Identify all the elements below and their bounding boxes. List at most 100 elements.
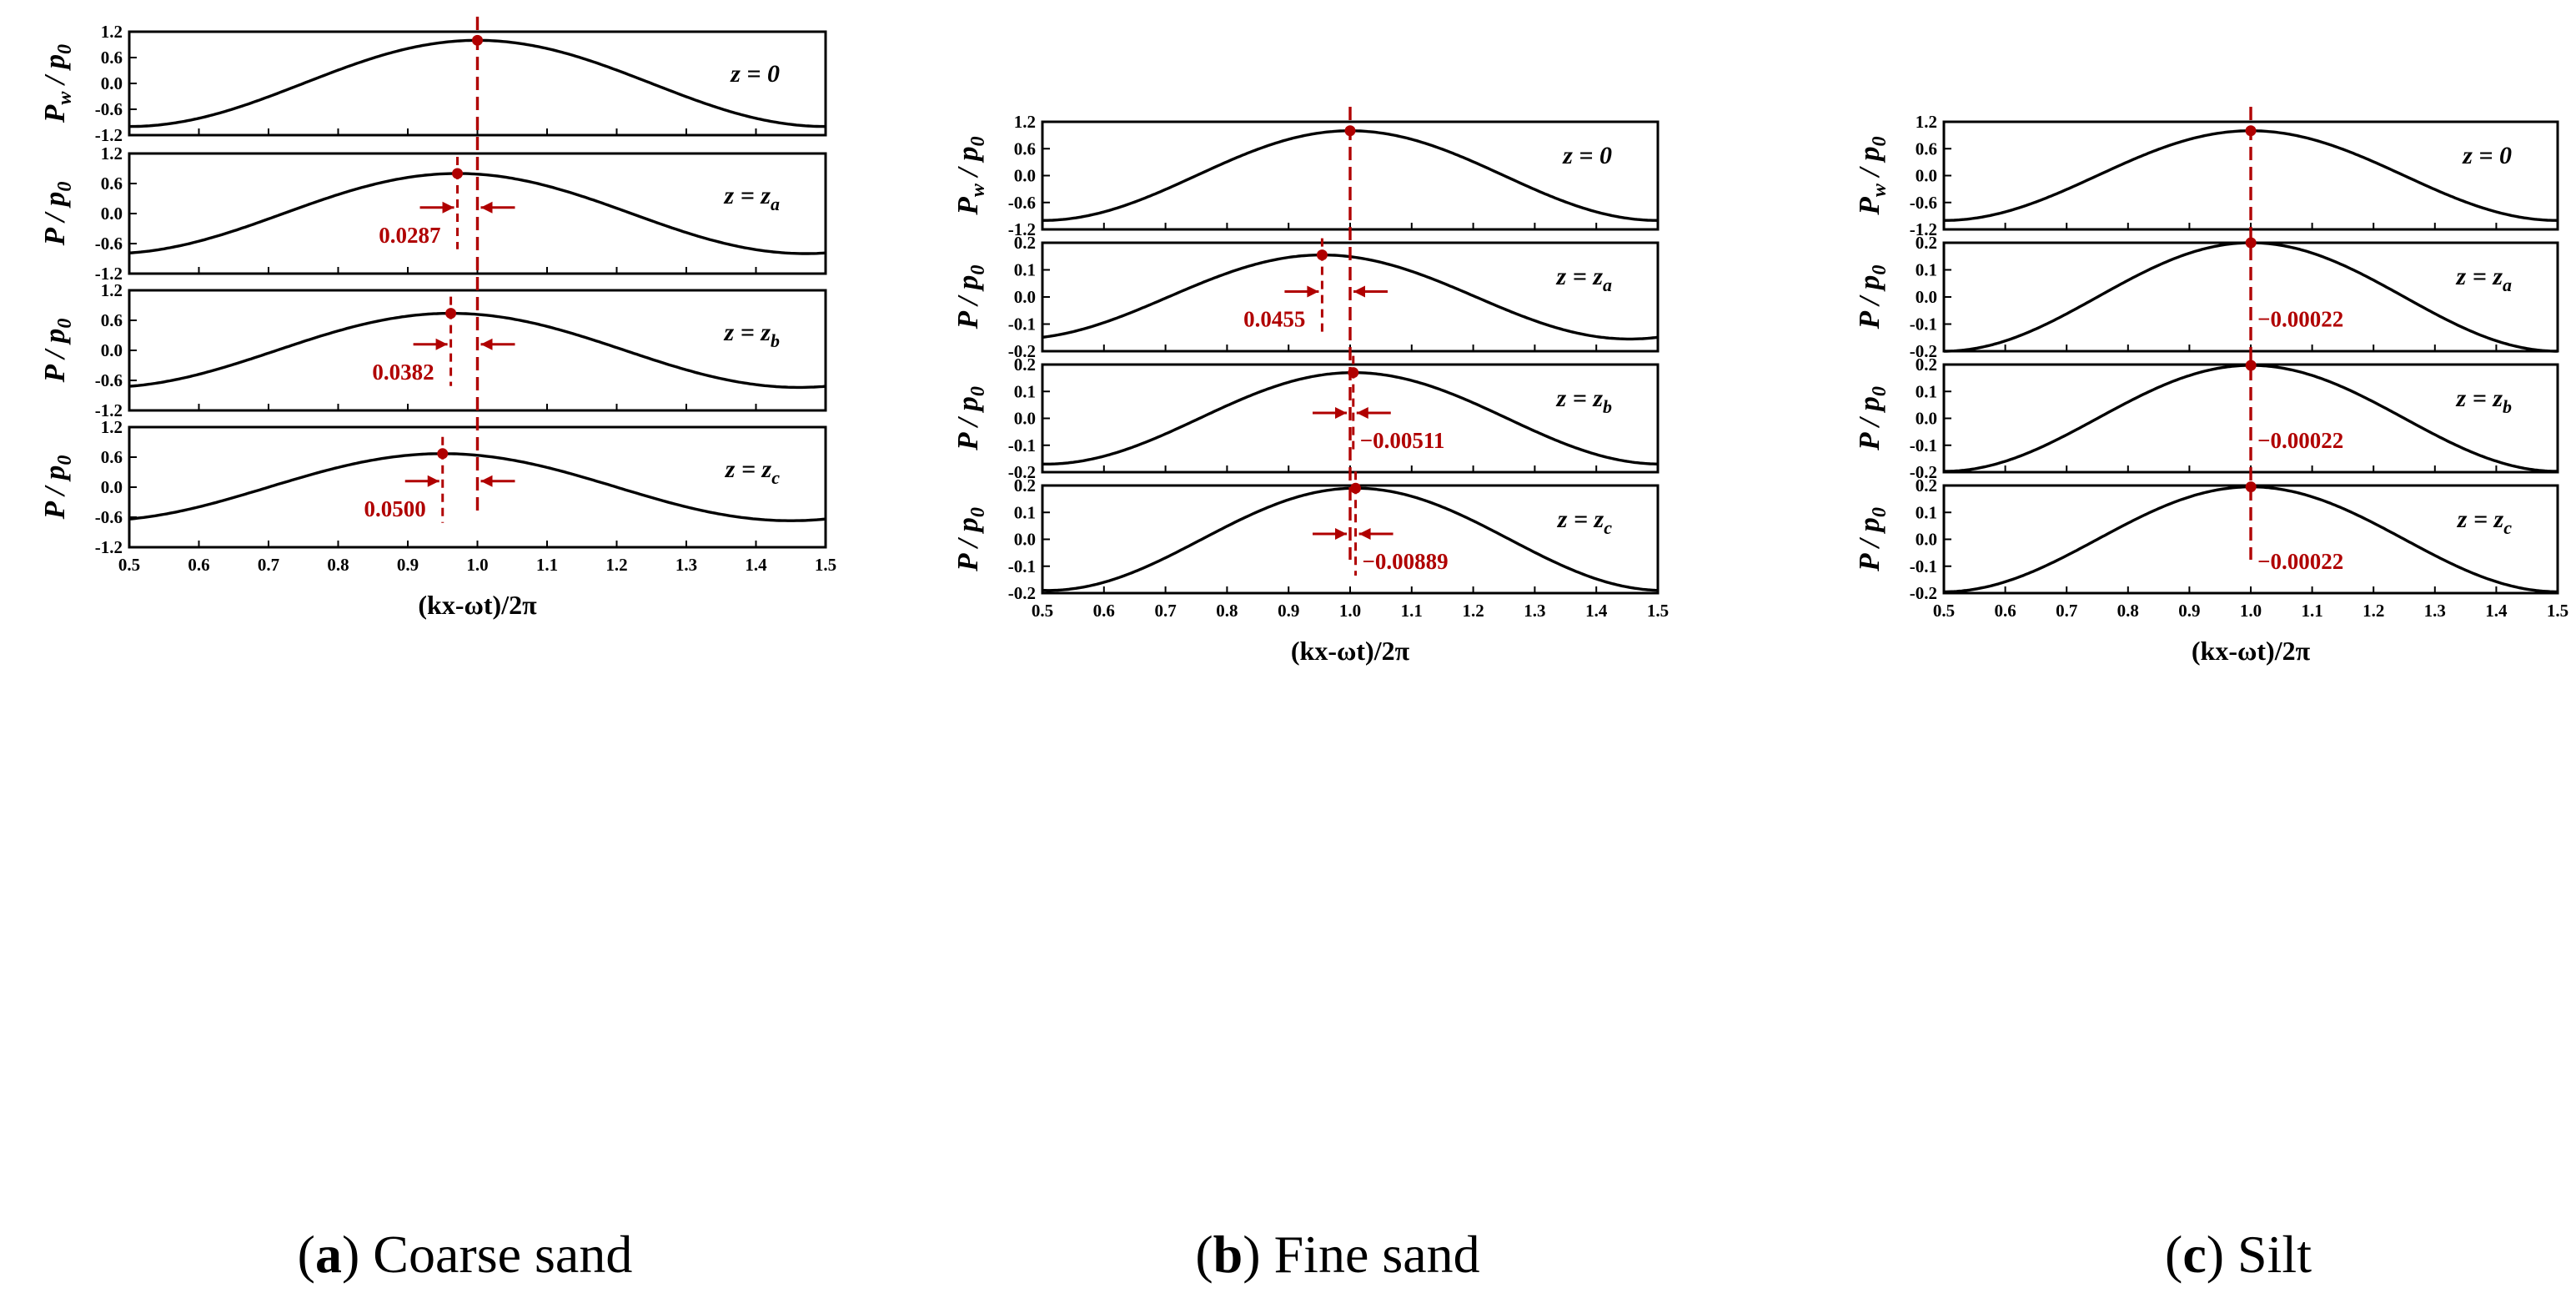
depth-annotation: z = zb​: [1556, 385, 1612, 417]
x-tick-label: 0.9: [397, 555, 419, 575]
y-tick-label: 0.0: [1014, 166, 1036, 186]
y-tick-label: 0.0: [101, 340, 123, 360]
phase-shift-label: −0.00022: [2257, 307, 2343, 332]
phase-shift-label: 0.0287: [379, 223, 440, 248]
y-axis-label: Pw​ / p0​: [1853, 136, 1891, 215]
x-tick-label: 0.8: [327, 555, 349, 575]
y-tick-label: 0.2: [1916, 475, 1937, 496]
y-axis-label: P / p0​: [952, 265, 989, 330]
panel-c-3: 0.2 0.1 0.0 -0.1 -0.2 P / p0​ z = zb​ −0.00022: [1853, 355, 2559, 482]
phase-shift-label: −0.00022: [2257, 428, 2343, 453]
peak-marker: [2245, 481, 2257, 493]
panel-a-4: 1.2 0.6 0.0 -0.6 -1.2 P / p0​ z = zc​ 0.0500: [38, 417, 827, 557]
chart-caption: (b) Fine sand: [1195, 1225, 1479, 1284]
panel-c-1: 1.2 0.6 0.0 -0.6 -1.2 Pw​ / p0​ z = 0: [1853, 112, 2559, 239]
depth-annotation: z = za​: [1556, 263, 1612, 295]
y-tick-label: -1.2: [1008, 219, 1036, 239]
y-tick-label: 0.1: [1014, 260, 1036, 280]
y-tick-label: 0.2: [1014, 355, 1036, 375]
x-tick-label: 0.6: [1093, 601, 1115, 621]
y-tick-label: 1.2: [101, 143, 123, 164]
x-tick-label: 1.2: [605, 555, 627, 575]
x-tick-label: 0.5: [1933, 601, 1955, 621]
x-tick-label: 1.0: [2240, 601, 2262, 621]
phase-shift-label: 0.0382: [372, 360, 434, 385]
peak-marker: [2245, 237, 2257, 249]
y-tick-label: -0.1: [1008, 314, 1036, 335]
y-tick-label: -0.6: [95, 507, 123, 527]
x-tick-label: 1.1: [536, 555, 558, 575]
y-axis-label: P / p0​: [38, 319, 76, 384]
x-tick-label: 1.2: [2363, 601, 2384, 621]
depth-annotation: z = zc​: [725, 455, 780, 488]
y-tick-label: 0.0: [1916, 166, 1937, 186]
x-tick-label: 1.1: [2301, 601, 2322, 621]
y-tick-label: 0.2: [1916, 233, 1937, 253]
shift-arrowhead-left: [1307, 285, 1319, 298]
x-tick-label: 1.3: [1524, 601, 1545, 621]
depth-annotation: z = zb​: [2456, 385, 2512, 417]
y-tick-label: 0.1: [1014, 502, 1036, 522]
y-tick-label: -0.1: [1910, 314, 1937, 335]
y-tick-label: 0.0: [1014, 287, 1036, 307]
shift-arrowhead-right: [480, 475, 493, 487]
data-series-line: [128, 172, 826, 255]
depth-annotation: z = zc​: [1557, 506, 1612, 538]
x-axis-label: (kx-ωt)/2π: [418, 590, 537, 620]
x-tick-label: 1.5: [2547, 601, 2568, 621]
x-tick-label: 0.7: [258, 555, 279, 575]
shift-arrowhead-left: [427, 475, 439, 487]
y-tick-label: 1.2: [1014, 112, 1036, 132]
y-tick-label: 1.2: [1916, 112, 1937, 132]
x-tick-label: 0.5: [1032, 601, 1053, 621]
y-tick-label: 1.2: [101, 22, 123, 42]
y-tick-label: -0.1: [1910, 556, 1937, 576]
x-tick-label: 1.0: [466, 555, 488, 575]
shift-arrowhead-right: [1353, 285, 1365, 298]
y-tick-label: -1.2: [95, 400, 123, 420]
shift-arrowhead-right: [480, 338, 493, 350]
y-tick-label: -1.2: [95, 125, 123, 145]
y-tick-label: -1.2: [95, 264, 123, 284]
depth-annotation: z = za​: [2456, 263, 2512, 295]
y-tick-label: 0.0: [1916, 409, 1937, 429]
x-tick-label: 0.7: [2056, 601, 2077, 621]
plot-frame: [128, 152, 827, 275]
x-tick-label: 1.2: [1462, 601, 1484, 621]
y-tick-label: 0.1: [1014, 381, 1036, 401]
depth-annotation: z = 0: [1562, 142, 1612, 169]
y-axis-label: P / p0​: [38, 455, 76, 521]
shift-arrowhead-right: [480, 201, 493, 214]
y-tick-label: 0.1: [1916, 260, 1937, 280]
shift-arrowhead-left: [1335, 528, 1347, 541]
y-axis-label: P / p0​: [38, 182, 76, 247]
y-tick-label: 0.0: [1916, 530, 1937, 550]
phase-shift-label: 0.0455: [1243, 307, 1305, 332]
x-tick-label: 1.4: [1585, 601, 1608, 621]
x-tick-label: 1.3: [2424, 601, 2446, 621]
y-tick-label: 0.6: [1916, 138, 1937, 158]
y-tick-label: 0.6: [101, 310, 123, 330]
depth-annotation: z = 0: [730, 60, 780, 88]
phase-shift-label: −0.00022: [2257, 549, 2343, 574]
panel-a-1: 1.2 0.6 0.0 -0.6 -1.2 Pw​ / p0​ z = 0: [38, 22, 827, 145]
y-tick-label: 1.2: [101, 417, 123, 437]
y-tick-label: -0.6: [95, 370, 123, 390]
panel-c-4: 0.2 0.1 0.0 -0.1 -0.2 P / p0​ z = zc​ −0.00022: [1853, 475, 2559, 603]
chart-c: 1.2 0.6 0.0 -0.6 -1.2 Pw​ / p0​ z = 0 0.2 0.1 0.0…: [1853, 107, 2568, 1284]
x-tick-label: 0.5: [118, 555, 140, 575]
y-tick-label: -0.6: [1008, 193, 1036, 213]
shift-arrowhead-left: [442, 201, 454, 214]
x-tick-label: 1.5: [815, 555, 836, 575]
y-tick-label: -0.2: [1910, 583, 1937, 603]
depth-annotation: z = zb​: [724, 319, 780, 351]
shift-arrowhead-left: [435, 338, 448, 350]
y-tick-label: -0.1: [1008, 556, 1036, 576]
y-tick-label: -0.2: [1910, 341, 1937, 361]
depth-annotation: z = zc​: [2457, 506, 2512, 538]
x-tick-label: 0.9: [1278, 601, 1299, 621]
x-tick-label: 1.3: [675, 555, 697, 575]
y-tick-label: -0.2: [1910, 462, 1937, 482]
peak-marker: [2245, 360, 2257, 371]
y-axis-label: Pw​ / p0​: [952, 136, 989, 215]
